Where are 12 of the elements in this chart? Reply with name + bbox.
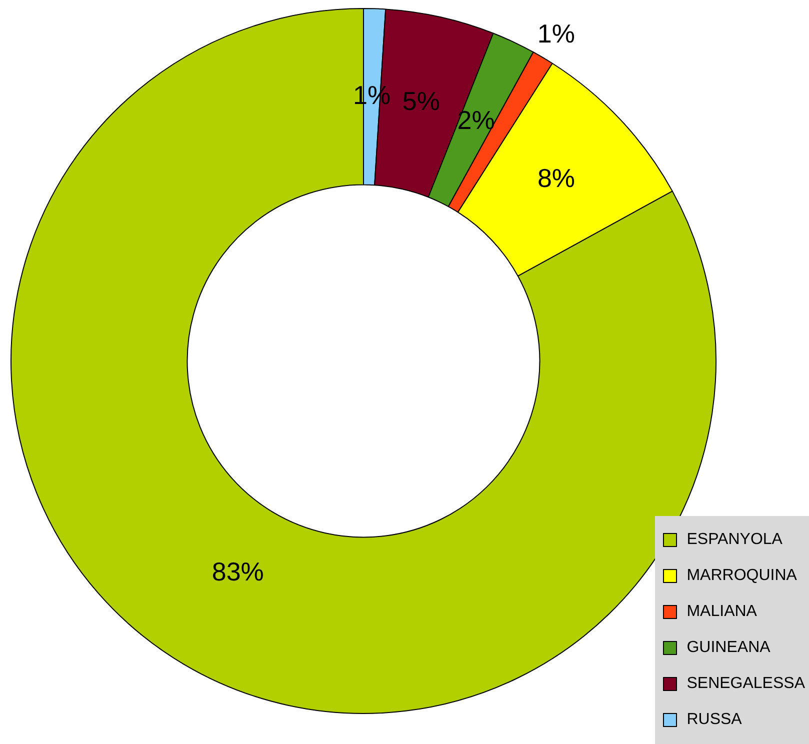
data-label: 8%: [537, 163, 576, 194]
data-label: 2%: [457, 104, 495, 135]
legend-label: RUSSA: [686, 711, 742, 729]
legend-label: GUINEANA: [686, 639, 770, 657]
data-label: 1%: [537, 18, 575, 48]
legend-label: ESPANYOLA: [686, 531, 782, 549]
legend-label: SENEGALESSA: [686, 675, 805, 693]
legend-label: MALIANA: [686, 603, 757, 621]
data-label: 83%: [212, 556, 264, 587]
data-label: 1%: [353, 80, 391, 110]
data-label: 5%: [402, 86, 440, 116]
legend-label: MARROQUINA: [686, 567, 797, 585]
